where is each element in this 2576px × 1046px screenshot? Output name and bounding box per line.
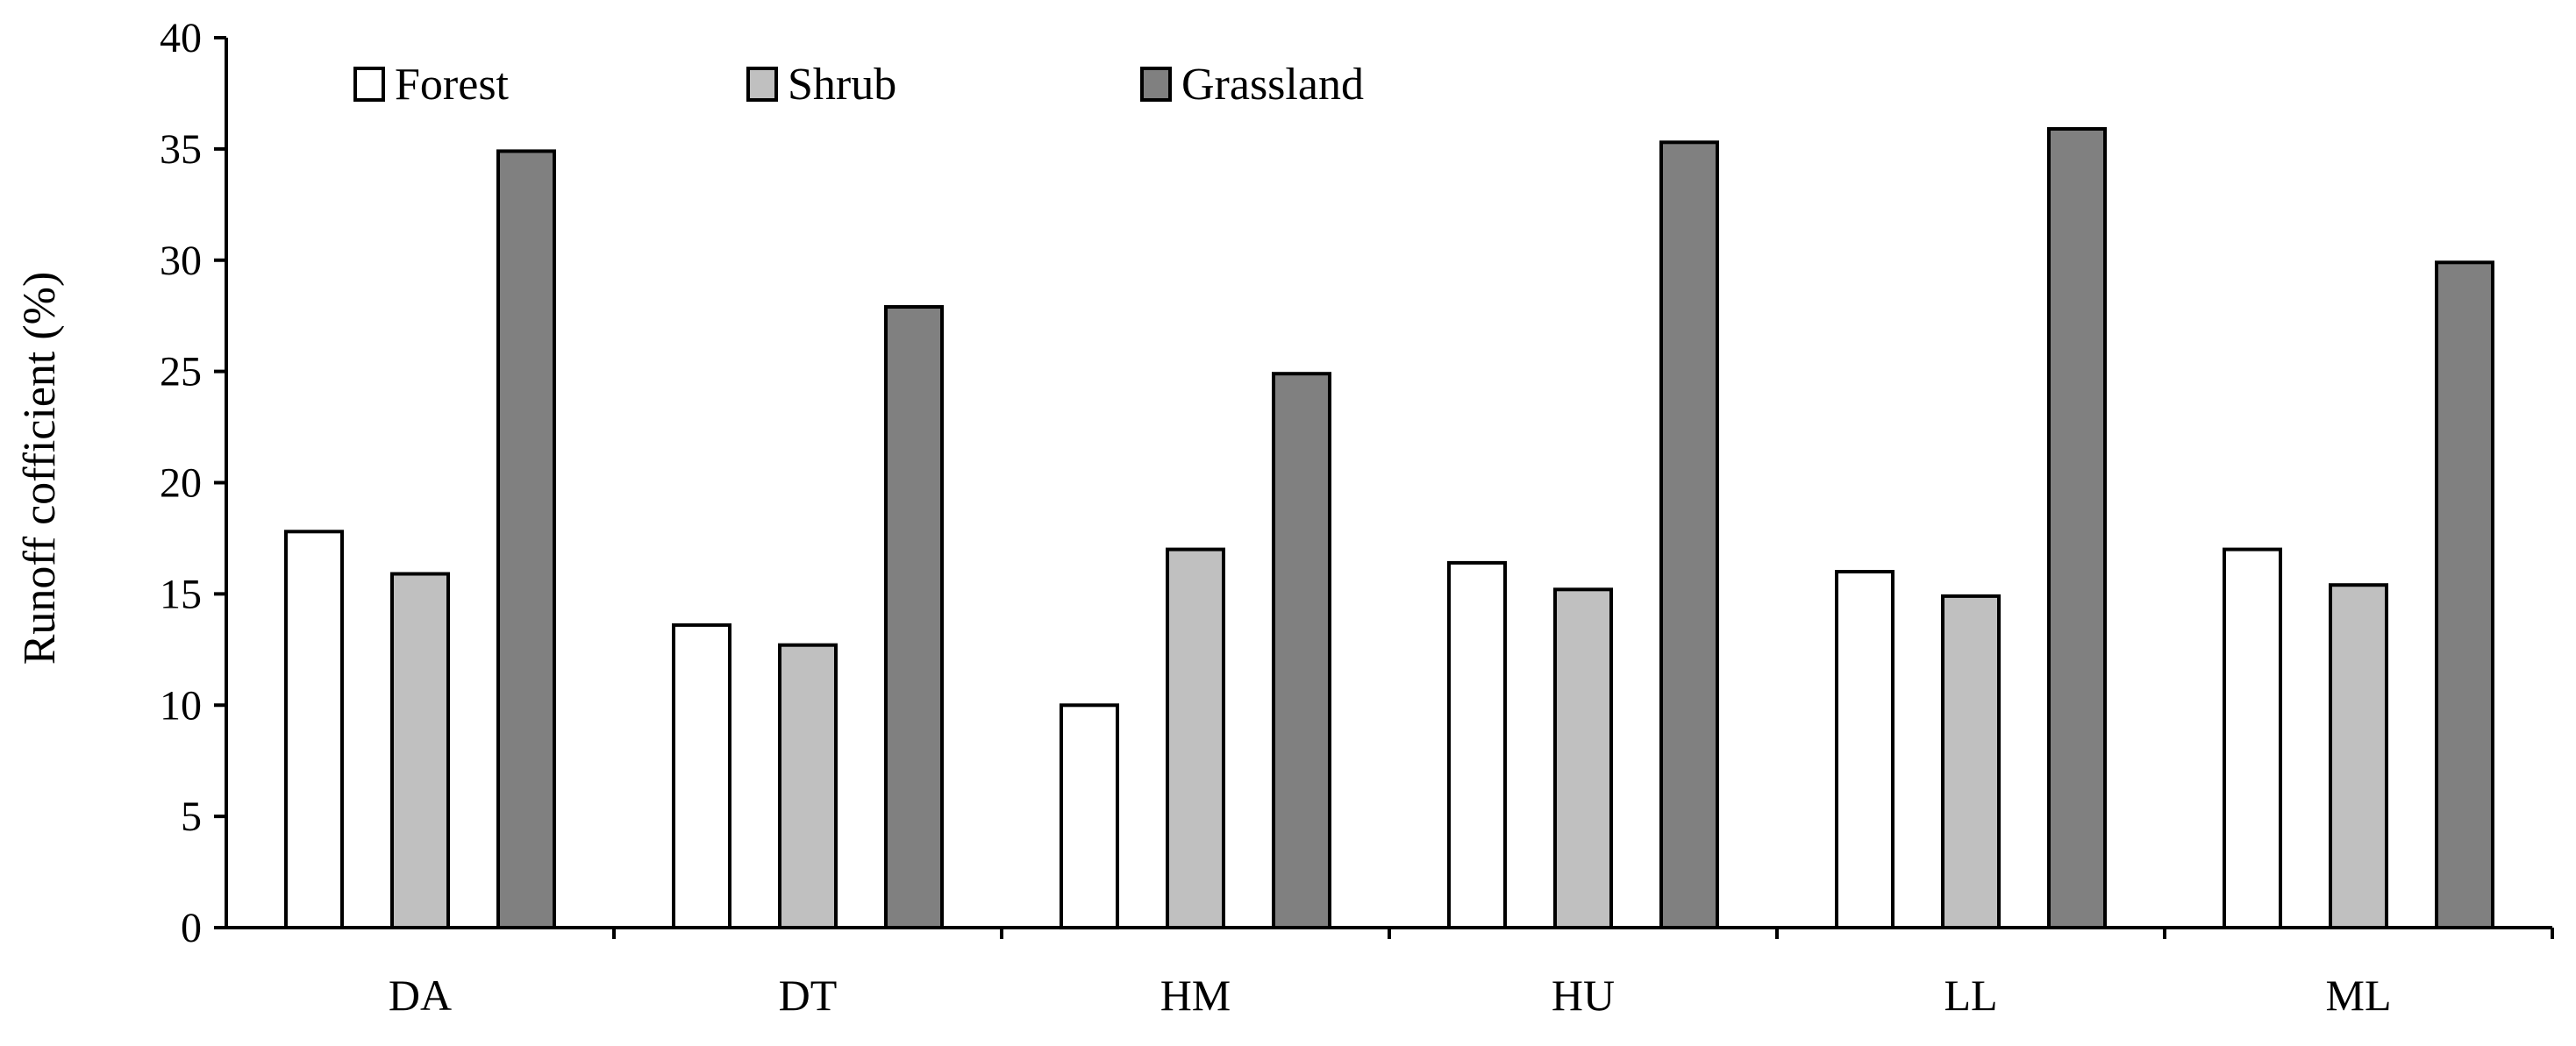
y-tick-label: 10 [160,682,202,729]
x-category-label: DA [389,971,452,1020]
bar-grassland-da [496,149,556,929]
legend-swatch-shrub [746,67,778,102]
legend: Forest Shrub Grassland [353,60,1364,110]
legend-swatch-forest [353,67,385,102]
bar-shrub-ll [1941,594,2001,930]
legend-label-grassland: Grassland [1181,60,1364,110]
bar-forest-hu [1447,560,1507,930]
y-tick-label: 15 [160,571,202,617]
y-tick-label: 0 [181,905,202,951]
y-ticks-layer: 0 5 10 15 20 25 30 35 40 [160,15,226,951]
bar-grassland-dt [884,305,944,929]
y-tick-label: 30 [160,238,202,284]
y-tick-label: 40 [160,15,202,61]
bar-shrub-hu [1553,587,1613,929]
bar-forest-da [284,530,344,929]
x-categories-layer: DA DT HM HU LL ML [389,971,2392,1020]
legend-label-forest: Forest [395,60,510,110]
bar-forest-ll [1835,570,1895,929]
y-tick-label: 5 [181,793,202,840]
x-category-label: HM [1160,971,1231,1020]
bar-shrub-dt [778,643,838,929]
bar-shrub-hm [1166,547,1225,929]
legend-label-shrub: Shrub [788,60,896,110]
x-category-label: DT [779,971,838,1020]
y-axis-title: Runoff cofficient (%) [15,272,65,665]
bar-forest-ml [2223,547,2282,929]
bar-grassland-ml [2435,260,2494,929]
bar-grassland-hm [1272,372,1331,929]
x-category-label: HU [1552,971,1615,1020]
bars-layer [284,127,2494,930]
bar-grassland-hu [1659,140,1719,930]
x-category-label: LL [1944,971,1997,1020]
bar-forest-dt [672,623,731,930]
bar-grassland-ll [2047,127,2107,929]
axes-layer [225,38,2554,939]
bar-shrub-da [390,572,450,929]
x-category-label: ML [2326,971,2392,1020]
legend-swatch-grassland [1140,67,1172,102]
y-tick-label: 35 [160,126,202,173]
y-tick-label: 25 [160,349,202,395]
y-tick-label: 20 [160,460,202,507]
bar-forest-hm [1060,703,1119,930]
bar-shrub-ml [2329,583,2388,929]
